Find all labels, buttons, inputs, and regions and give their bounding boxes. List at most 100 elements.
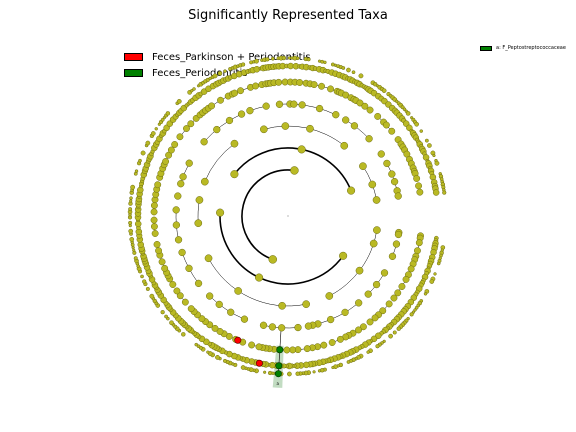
tree-node [145,140,151,146]
tree-node [359,162,367,171]
tree-node [160,310,165,315]
tree-node [366,106,374,114]
tree-node [176,98,182,104]
tree-node [388,127,396,135]
tree-node [129,237,135,242]
tree-node [390,177,399,186]
tree-node [364,290,372,298]
tree-node [366,318,374,326]
tree-node [295,56,300,61]
tree-node [187,120,195,128]
tree-node [174,192,182,200]
tree-node [323,60,327,65]
tree-node [347,186,356,195]
tree-node [325,292,334,300]
tree-node [267,370,273,376]
tree-node [241,62,246,67]
branch-arc [345,119,370,139]
tree-node [260,125,268,134]
tree-node [150,202,158,209]
tree-node [283,346,291,354]
tree-node [154,127,158,131]
tree-node [252,82,260,90]
tree-node [388,252,397,261]
branch-arc [208,258,307,307]
tree-node [281,55,287,61]
tree-node [263,370,267,374]
tree-node [185,264,193,273]
tree-node [140,274,144,279]
tree-node [398,283,406,290]
tree-node [381,88,387,93]
tree-node [294,323,302,332]
tree-node [187,305,195,313]
tree-node [358,73,364,79]
tree-node [377,150,385,158]
tree-node [373,226,381,234]
tree-node [275,78,283,86]
tree-node [230,139,239,148]
tree-node [346,360,351,364]
tree-node [177,180,185,188]
tree-node [423,292,428,296]
tree-node [217,71,223,76]
tree-node [442,190,447,195]
branch-arc [263,125,345,146]
tree-node [167,146,175,154]
tree-node [134,169,139,173]
tree-node [179,173,187,181]
tree-node [327,85,334,93]
tree-node [394,289,402,297]
tree-node [429,279,435,284]
tree-node [355,266,364,275]
tree-node [383,159,391,168]
tree-node [317,369,322,373]
tree-node [312,370,316,374]
tree-node [171,141,179,148]
tree-node [176,133,184,141]
tree-node [225,116,234,125]
tree-node [310,81,318,89]
tree-node [350,122,359,130]
tree-node [341,66,346,70]
tree-node [304,322,313,330]
legend-swatch-green [124,69,143,77]
tree-node [133,256,138,261]
tree-node [237,87,244,95]
periodontitis-node [275,362,283,370]
tree-node [231,89,239,97]
tree-node [388,333,393,339]
tree-node [169,281,177,288]
tree-node [216,328,224,335]
tree-node [268,323,277,331]
tree-node [306,57,311,62]
tree-node [230,170,239,179]
tree-node [216,208,225,217]
tree-node [355,299,363,307]
tree-node [200,177,209,186]
tree-node [212,73,218,79]
tree-nodes [127,55,447,378]
tree-node [315,104,324,113]
tree-node [161,264,169,272]
tree-node [407,265,415,273]
tree-node [128,220,133,225]
tree-node [390,294,398,302]
tree-node [289,346,297,354]
tree-node [138,158,142,163]
branch-arc [241,169,295,261]
parkinson-node [255,359,263,367]
tree-node [413,308,417,312]
tree-node [254,58,259,64]
tree-node [278,324,286,332]
tree-node [198,315,206,323]
tree-node [302,300,310,309]
tree-node [129,199,133,203]
tree-node [392,330,397,335]
tree-node [223,69,227,73]
tree-node [382,121,390,129]
tree-node [295,371,300,376]
tree-node [356,99,364,107]
tree-node [434,160,440,166]
tree-node [416,188,424,196]
